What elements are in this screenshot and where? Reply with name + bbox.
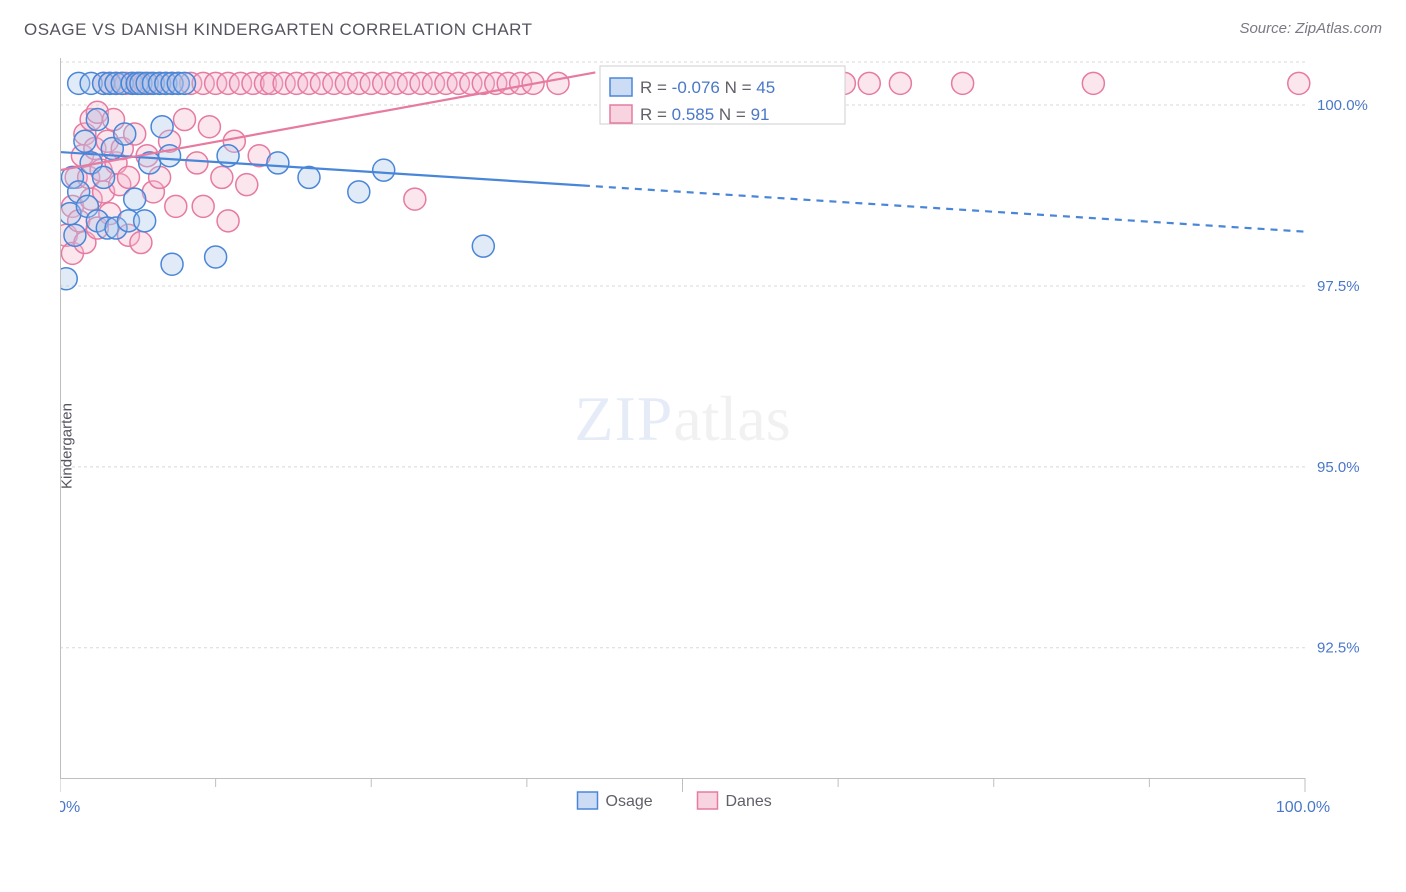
data-point	[472, 235, 494, 257]
trend-line-dashed	[583, 186, 1305, 232]
data-point	[1288, 72, 1310, 94]
legend-swatch	[610, 105, 632, 123]
svg-text:ZIPatlas: ZIPatlas	[574, 383, 790, 454]
data-point	[60, 268, 77, 290]
data-point	[858, 72, 880, 94]
bottom-legend-swatch	[698, 792, 718, 809]
data-point	[298, 166, 320, 188]
data-point	[547, 72, 569, 94]
data-point	[124, 188, 146, 210]
scatter-chart: ZIPatlas R = -0.076 N = 45 R = 0.585 N = …	[60, 58, 1380, 813]
data-point	[93, 166, 115, 188]
data-point	[86, 109, 108, 131]
y-tick-label: 100.0%	[1317, 97, 1368, 114]
y-tick-label: 97.5%	[1317, 278, 1360, 295]
data-point	[373, 159, 395, 181]
data-point	[117, 166, 139, 188]
y-tick-label: 95.0%	[1317, 459, 1360, 476]
legend-row: R = 0.585 N = 91	[640, 105, 770, 124]
y-tick-label: 92.5%	[1317, 640, 1360, 657]
data-point	[186, 152, 208, 174]
bottom-legend-label: Danes	[726, 793, 772, 810]
data-point	[205, 246, 227, 268]
data-point	[151, 116, 173, 138]
data-point	[174, 109, 196, 131]
chart-title: OSAGE VS DANISH KINDERGARTEN CORRELATION…	[24, 20, 533, 39]
data-point	[161, 253, 183, 275]
data-point	[1082, 72, 1104, 94]
data-point	[236, 174, 258, 196]
data-point	[404, 188, 426, 210]
data-point	[174, 72, 196, 94]
data-point	[952, 72, 974, 94]
bottom-legend-label: Osage	[606, 793, 653, 810]
data-point	[74, 130, 96, 152]
data-point	[134, 210, 156, 232]
chart-svg: ZIPatlas R = -0.076 N = 45 R = 0.585 N = …	[60, 58, 1380, 813]
legend-row: R = -0.076 N = 45	[640, 78, 775, 97]
data-point	[889, 72, 911, 94]
data-point	[114, 123, 136, 145]
data-point	[130, 232, 152, 254]
data-point	[192, 195, 214, 217]
data-point	[217, 210, 239, 232]
data-point	[165, 195, 187, 217]
data-point	[267, 152, 289, 174]
data-point	[64, 224, 86, 246]
legend-swatch	[610, 78, 632, 96]
x-tick-label: 0.0%	[60, 799, 80, 813]
data-point	[211, 166, 233, 188]
bottom-legend-swatch	[578, 792, 598, 809]
chart-source: Source: ZipAtlas.com	[1239, 20, 1382, 37]
data-point	[198, 116, 220, 138]
x-tick-label: 100.0%	[1276, 799, 1330, 813]
data-point	[348, 181, 370, 203]
